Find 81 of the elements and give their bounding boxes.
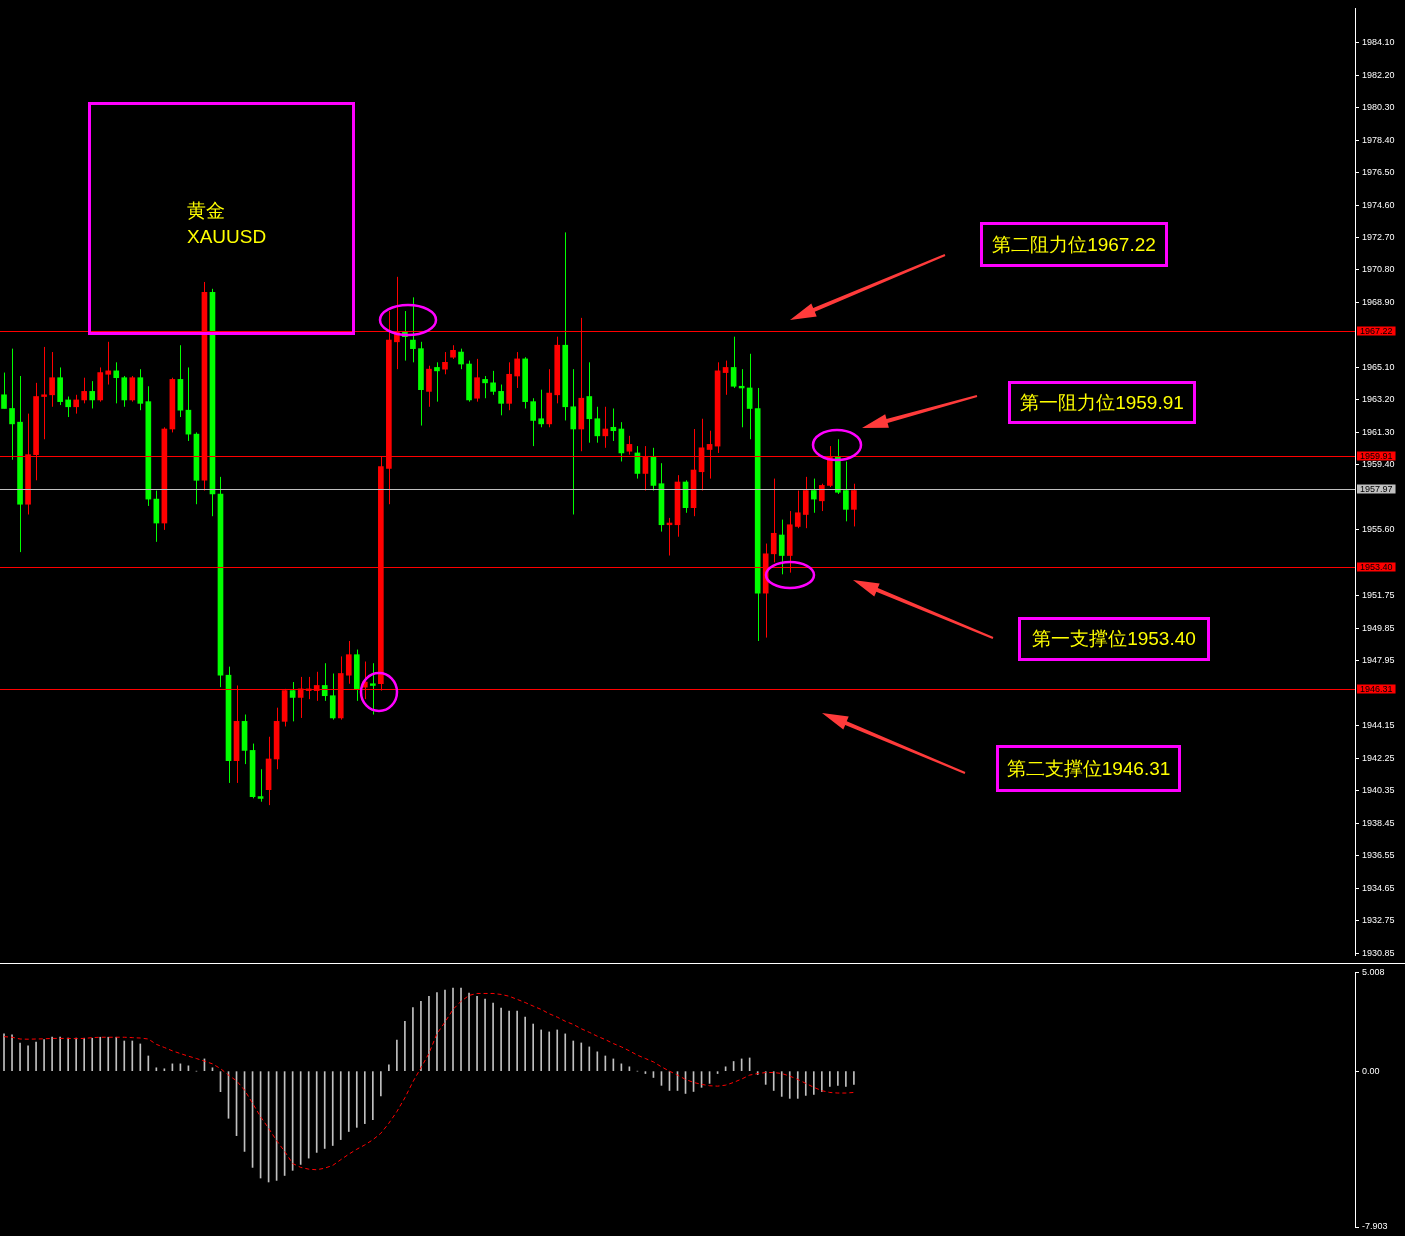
y-tick-label: 1978.40: [1362, 134, 1395, 145]
candlestick: [41, 346, 47, 440]
candlestick: [458, 348, 464, 370]
candlestick: [530, 397, 537, 447]
y-tick-label: 1930.85: [1362, 947, 1395, 958]
candlestick: [730, 336, 737, 389]
y-tick-label: 1974.60: [1362, 199, 1395, 210]
candlestick: [81, 377, 88, 404]
candlestick: [65, 396, 71, 418]
y-tick-label: 1976.50: [1362, 167, 1395, 178]
line-series: [3, 992, 855, 1171]
candlestick: [514, 351, 520, 389]
candlestick: [329, 672, 336, 721]
candlestick: [289, 681, 296, 722]
candlestick: [794, 490, 801, 529]
y-tick-label: 1963.20: [1362, 394, 1395, 405]
candlestick: [426, 365, 432, 408]
candlestick: [434, 361, 440, 403]
y-tick-label: 5.008: [1362, 966, 1385, 977]
y-tick-label: 1942.25: [1362, 752, 1395, 763]
ref-line-label: 1967.22: [1360, 325, 1393, 336]
candlestick: [129, 375, 136, 403]
candlestick: [105, 341, 112, 386]
annotation: 第一阻力位1959.91: [1008, 381, 1196, 424]
y-tick-label: 1944.15: [1362, 720, 1395, 731]
text: 黄金 XAUUSD: [187, 199, 267, 249]
candlestick: [722, 360, 729, 396]
y-tick-label: 1982.20: [1362, 69, 1395, 80]
candlestick: [474, 358, 480, 403]
y-tick-label: 1961.30: [1362, 426, 1395, 437]
ref-line-label: 1959.91: [1360, 450, 1393, 461]
candlestick: [594, 406, 601, 444]
y-tick-label: 1936.55: [1362, 850, 1395, 861]
y-tick-label: 1959.40: [1362, 459, 1395, 470]
candlestick: [9, 348, 15, 461]
candlestick: [851, 483, 857, 527]
y-tick-label: 1965.10: [1362, 361, 1395, 372]
candlestick: [778, 519, 785, 575]
y-tick-label: 1968.90: [1362, 296, 1395, 307]
candlestick: [257, 768, 264, 803]
candlestick: [810, 478, 817, 514]
y-tick-label: 1984.10: [1362, 37, 1395, 48]
candlestick: [586, 361, 593, 444]
candlestick: [442, 351, 448, 375]
candlestick: [345, 640, 352, 685]
candlestick: [770, 478, 777, 563]
candlestick: [113, 361, 120, 404]
y-tick-label: -7.903: [1362, 1221, 1388, 1232]
annotation: 第二阻力位1967.22: [980, 222, 1168, 267]
annotation: 第二支撑位1946.31: [996, 745, 1181, 792]
candlestick: [570, 368, 577, 515]
candlestick: [73, 394, 79, 415]
y-tick-label: 1949.85: [1362, 622, 1395, 633]
candlestick: [538, 389, 545, 428]
annotation: 第一支撑位1953.40: [1018, 617, 1210, 661]
candlestick: [370, 662, 376, 716]
ref-line-label: 1946.31: [1360, 683, 1393, 694]
y-tick-label: 1970.80: [1362, 264, 1395, 275]
candlestick: [482, 375, 488, 399]
candlestick: [49, 351, 55, 408]
candlestick: [498, 384, 504, 416]
y-tick-label: 1932.75: [1362, 915, 1395, 926]
y-tick-label: 1951.75: [1362, 590, 1395, 601]
y-tick-label: 1972.70: [1362, 231, 1395, 242]
y-tick-label: 1955.60: [1362, 524, 1395, 535]
y-tick-label: 1940.35: [1362, 785, 1395, 796]
candlestick: [121, 375, 128, 408]
y-tick-label: 1980.30: [1362, 102, 1395, 113]
ref-line-label: 1953.40: [1360, 561, 1393, 572]
y-tick-label: 1934.65: [1362, 882, 1395, 893]
candlestick: [1, 372, 7, 409]
candlestick: [89, 380, 96, 409]
y-tick-label: 1947.95: [1362, 655, 1395, 666]
y-tick-label: 0.00: [1362, 1065, 1380, 1076]
candlestick: [410, 296, 416, 363]
candlestick: [321, 662, 328, 702]
candlestick: [490, 370, 496, 396]
candlestick: [843, 460, 849, 522]
ref-line-label: 1957.97: [1360, 483, 1393, 494]
y-tick-label: 1938.45: [1362, 817, 1395, 828]
candlestick: [818, 483, 825, 512]
